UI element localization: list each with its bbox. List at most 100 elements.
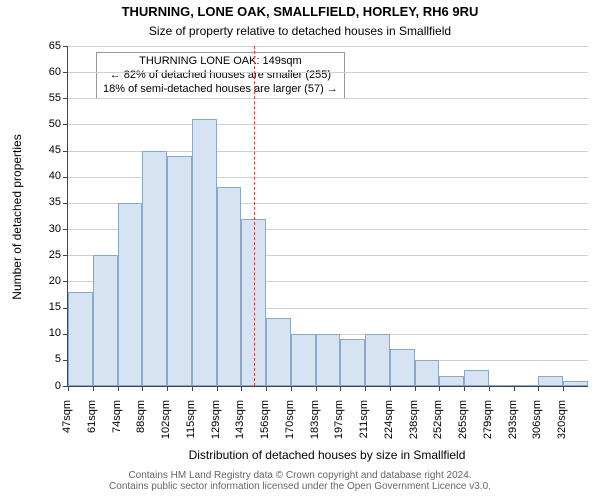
y-tick-label: 65 bbox=[33, 40, 61, 52]
x-tick-label: 224sqm bbox=[383, 400, 395, 456]
x-tick-label: 129sqm bbox=[210, 400, 222, 456]
x-tick bbox=[68, 386, 69, 391]
y-tick bbox=[63, 203, 68, 204]
x-tick-label: 279sqm bbox=[482, 400, 494, 456]
histogram-bar bbox=[538, 376, 563, 386]
histogram-bar bbox=[415, 360, 440, 386]
x-tick-label: 306sqm bbox=[531, 400, 543, 456]
histogram-bar bbox=[217, 187, 242, 386]
histogram-bar bbox=[489, 385, 514, 386]
x-tick bbox=[217, 386, 218, 391]
chart-container: THURNING, LONE OAK, SMALLFIELD, HORLEY, … bbox=[0, 0, 600, 500]
annotation-line: 18% of semi-detached houses are larger (… bbox=[103, 83, 338, 97]
histogram-bar bbox=[93, 255, 118, 386]
x-tick bbox=[538, 386, 539, 391]
histogram-bar bbox=[291, 334, 316, 386]
chart-title: THURNING, LONE OAK, SMALLFIELD, HORLEY, … bbox=[0, 4, 600, 19]
y-tick-label: 45 bbox=[33, 144, 61, 156]
x-tick-label: 252sqm bbox=[432, 400, 444, 456]
x-tick bbox=[390, 386, 391, 391]
x-tick bbox=[415, 386, 416, 391]
x-tick-label: 183sqm bbox=[309, 400, 321, 456]
x-tick bbox=[489, 386, 490, 391]
x-tick bbox=[93, 386, 94, 391]
gridline bbox=[68, 72, 588, 73]
y-tick bbox=[63, 46, 68, 47]
y-axis-label: Number of detached properties bbox=[10, 47, 24, 387]
histogram-bar bbox=[514, 385, 539, 386]
annotation-box: THURNING LONE OAK: 149sqm← 82% of detach… bbox=[96, 52, 345, 99]
x-tick-label: 320sqm bbox=[556, 400, 568, 456]
plot-area: THURNING LONE OAK: 149sqm← 82% of detach… bbox=[67, 46, 588, 387]
x-tick-label: 88sqm bbox=[135, 400, 147, 456]
histogram-bar bbox=[563, 381, 588, 386]
y-tick bbox=[63, 229, 68, 230]
x-tick bbox=[365, 386, 366, 391]
x-tick-label: 197sqm bbox=[333, 400, 345, 456]
x-tick bbox=[142, 386, 143, 391]
x-tick-label: 102sqm bbox=[160, 400, 172, 456]
x-tick bbox=[439, 386, 440, 391]
histogram-bar bbox=[365, 334, 390, 386]
gridline bbox=[68, 124, 588, 125]
y-tick-label: 0 bbox=[33, 380, 61, 392]
annotation-line: THURNING LONE OAK: 149sqm bbox=[103, 55, 338, 69]
gridline bbox=[68, 98, 588, 99]
histogram-bar bbox=[266, 318, 291, 386]
marker-line bbox=[254, 46, 255, 386]
x-tick-label: 143sqm bbox=[234, 400, 246, 456]
chart-footer: Contains HM Land Registry data © Crown c… bbox=[0, 470, 600, 492]
y-tick-label: 35 bbox=[33, 196, 61, 208]
y-tick-label: 50 bbox=[33, 118, 61, 130]
histogram-bar bbox=[118, 203, 143, 386]
histogram-bar bbox=[316, 334, 341, 386]
x-tick-label: 293sqm bbox=[507, 400, 519, 456]
y-tick bbox=[63, 98, 68, 99]
y-tick-label: 5 bbox=[33, 353, 61, 365]
chart-subtitle: Size of property relative to detached ho… bbox=[0, 24, 600, 38]
histogram-bar bbox=[167, 156, 192, 386]
y-tick bbox=[63, 151, 68, 152]
y-tick bbox=[63, 177, 68, 178]
annotation-line: ← 82% of detached houses are smaller (25… bbox=[103, 69, 338, 83]
x-tick-label: 115sqm bbox=[185, 400, 197, 456]
y-tick-label: 10 bbox=[33, 327, 61, 339]
y-tick-label: 30 bbox=[33, 223, 61, 235]
y-tick-label: 15 bbox=[33, 301, 61, 313]
x-tick bbox=[291, 386, 292, 391]
x-tick bbox=[241, 386, 242, 391]
histogram-bar bbox=[68, 292, 93, 386]
x-tick bbox=[118, 386, 119, 391]
gridline bbox=[68, 46, 588, 47]
y-tick bbox=[63, 281, 68, 282]
x-tick bbox=[514, 386, 515, 391]
x-tick-label: 61sqm bbox=[86, 400, 98, 456]
x-tick bbox=[316, 386, 317, 391]
x-tick-label: 265sqm bbox=[457, 400, 469, 456]
y-tick bbox=[63, 124, 68, 125]
footer-line-1: Contains HM Land Registry data © Crown c… bbox=[0, 470, 600, 481]
y-tick-label: 25 bbox=[33, 249, 61, 261]
footer-line-2: Contains public sector information licen… bbox=[0, 481, 600, 492]
x-tick bbox=[464, 386, 465, 391]
x-tick bbox=[563, 386, 564, 391]
y-tick bbox=[63, 72, 68, 73]
x-tick bbox=[266, 386, 267, 391]
histogram-bar bbox=[340, 339, 365, 386]
x-tick-label: 170sqm bbox=[284, 400, 296, 456]
x-tick-label: 238sqm bbox=[408, 400, 420, 456]
x-tick bbox=[192, 386, 193, 391]
histogram-bar bbox=[439, 376, 464, 386]
y-tick-label: 60 bbox=[33, 66, 61, 78]
x-tick-label: 156sqm bbox=[259, 400, 271, 456]
x-tick-label: 47sqm bbox=[61, 400, 73, 456]
y-tick-label: 20 bbox=[33, 275, 61, 287]
x-tick-label: 74sqm bbox=[111, 400, 123, 456]
x-tick bbox=[340, 386, 341, 391]
histogram-bar bbox=[142, 151, 167, 386]
histogram-bar bbox=[390, 349, 415, 386]
x-tick-label: 211sqm bbox=[358, 400, 370, 456]
y-tick-label: 40 bbox=[33, 170, 61, 182]
y-tick bbox=[63, 255, 68, 256]
histogram-bar bbox=[192, 119, 217, 386]
